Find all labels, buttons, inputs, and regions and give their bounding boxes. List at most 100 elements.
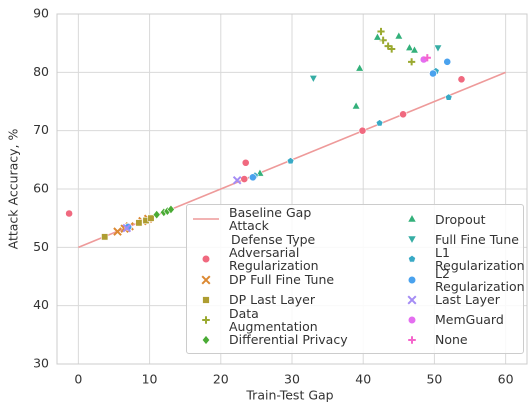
marker xyxy=(286,157,295,165)
y-axis-label: Attack Accuracy, % xyxy=(6,128,21,249)
x-tick-label: 0 xyxy=(74,372,82,387)
legend-label: Last Layer xyxy=(435,292,500,308)
marker xyxy=(457,75,466,84)
marker xyxy=(152,209,161,220)
marker xyxy=(201,334,211,345)
x-axis-label: Train-Test Gap xyxy=(245,388,333,403)
marker xyxy=(65,209,74,218)
legend-label: Adversarial Regularization xyxy=(229,245,319,274)
legend-label: Differential Privacy xyxy=(229,332,348,347)
legend-label: L2 Regularization xyxy=(435,265,525,294)
legend-icon xyxy=(201,255,211,264)
legend-icon xyxy=(407,295,417,305)
legend-entry: Data Augmentation xyxy=(191,307,397,333)
legend-icon xyxy=(407,214,417,223)
legend-icon xyxy=(202,296,210,304)
marker xyxy=(443,57,452,66)
marker xyxy=(122,223,132,233)
y-tick-label: 90 xyxy=(33,6,49,21)
plot-frame xyxy=(56,13,528,365)
legend-entry: Adversarial Regularization xyxy=(191,245,397,274)
marker xyxy=(405,42,414,52)
legend-entry: DP Full Fine Tune xyxy=(191,270,397,291)
legend-title: Defense Type xyxy=(231,231,316,247)
marker xyxy=(433,44,443,53)
legend-entry: Differential Privacy xyxy=(191,330,397,349)
marker xyxy=(372,32,382,41)
y-tick-label: 60 xyxy=(33,181,49,196)
marker xyxy=(135,219,143,227)
legend-icon xyxy=(201,334,211,345)
marker xyxy=(410,45,419,54)
legend-entry: L1 Regularization xyxy=(397,245,525,274)
marker xyxy=(201,275,211,285)
y-tick-label: 80 xyxy=(33,64,49,79)
marker xyxy=(394,31,404,40)
marker xyxy=(202,296,210,304)
legend-icon xyxy=(407,235,417,245)
marker xyxy=(355,63,365,72)
marker xyxy=(358,126,367,135)
x-tick-label: 40 xyxy=(355,372,371,387)
legend-entry: MemGuard xyxy=(397,309,525,330)
legend-entry: L2 Regularization xyxy=(397,265,525,294)
marker xyxy=(399,110,407,119)
y-tick-label: 30 xyxy=(33,356,49,371)
y-tick-label: 50 xyxy=(33,239,49,254)
legend-label: DP Full Fine Tune xyxy=(229,272,335,288)
marker xyxy=(423,54,431,62)
marker xyxy=(351,101,361,110)
marker xyxy=(308,74,318,84)
legend: Baseline Gap Attack Defense Type Adversari… xyxy=(186,204,525,354)
x-tick-label: 50 xyxy=(426,372,442,387)
legend-icon xyxy=(407,315,417,324)
legend-label: Dropout xyxy=(435,211,486,227)
legend-label: DP Last Layer xyxy=(229,292,315,308)
x-tick-label: 20 xyxy=(213,372,229,387)
x-tick-label: 30 xyxy=(284,372,300,387)
marker xyxy=(166,204,175,215)
marker xyxy=(407,315,417,324)
x-tick-label: 10 xyxy=(142,372,158,387)
marker xyxy=(113,227,122,236)
legend-icon xyxy=(407,275,417,284)
marker xyxy=(444,93,453,101)
marker xyxy=(408,58,416,66)
marker xyxy=(375,119,384,127)
legend-label: L1 Regularization xyxy=(435,245,525,274)
y-tick-label: 70 xyxy=(33,122,49,137)
marker xyxy=(408,254,416,263)
marker xyxy=(147,214,155,222)
legend-label: Full Fine Tune xyxy=(435,231,519,247)
marker xyxy=(232,175,242,185)
marker xyxy=(101,233,109,241)
marker xyxy=(388,45,396,53)
legend-entry: DP Last Layer xyxy=(191,290,397,309)
marker xyxy=(407,235,417,245)
marker xyxy=(408,335,416,344)
legend-entry: None xyxy=(397,330,525,349)
legend-entry: Dropout xyxy=(397,209,525,230)
marker xyxy=(429,69,437,78)
legend-label: Baseline Gap Attack xyxy=(229,205,312,234)
marker xyxy=(377,27,385,36)
legend-entry: Full Fine Tune xyxy=(397,230,525,249)
y-tick-label: 40 xyxy=(33,297,49,312)
marker xyxy=(407,214,417,223)
legend-icon xyxy=(193,218,219,221)
legend-label: MemGuard xyxy=(435,312,504,328)
marker xyxy=(407,295,417,305)
legend-icon xyxy=(202,315,210,324)
marker xyxy=(248,173,257,182)
legend-icon xyxy=(408,254,416,263)
legend-icon xyxy=(201,275,211,285)
marker xyxy=(241,158,250,167)
legend-entry: Baseline Gap Attack xyxy=(191,205,397,234)
legend-label: None xyxy=(435,332,468,347)
x-tick-label: 60 xyxy=(498,372,514,387)
marker xyxy=(201,255,211,264)
marker xyxy=(240,175,249,183)
legend-entry: Last Layer xyxy=(397,290,525,309)
